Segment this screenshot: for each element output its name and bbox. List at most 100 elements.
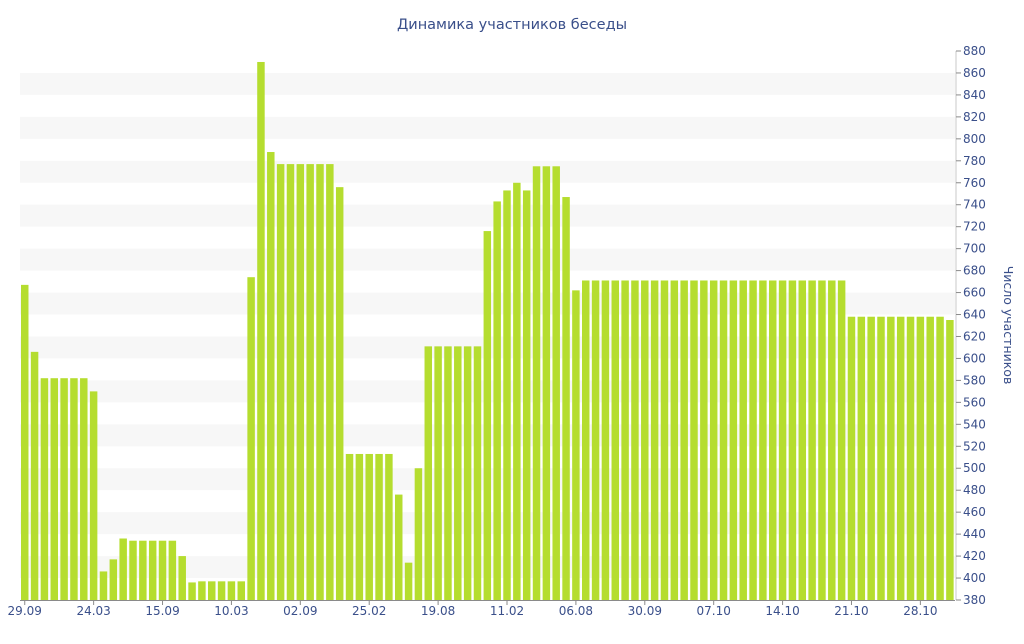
bar[interactable] (483, 231, 492, 600)
bar[interactable] (611, 280, 620, 600)
bar[interactable] (650, 280, 659, 600)
bar[interactable] (788, 280, 797, 600)
bar[interactable] (562, 197, 570, 600)
bar[interactable] (404, 562, 413, 600)
bar[interactable] (257, 61, 265, 601)
bar[interactable] (50, 378, 59, 600)
bar[interactable] (70, 378, 78, 600)
bar[interactable] (217, 581, 226, 600)
bar[interactable] (30, 351, 39, 600)
bar[interactable] (631, 280, 639, 600)
bar[interactable] (80, 378, 88, 600)
y-tick-label: 600 (963, 351, 986, 365)
x-tick-label: 11.02 (490, 604, 524, 618)
bar[interactable] (316, 164, 324, 600)
bar[interactable] (424, 346, 433, 600)
bar[interactable] (778, 280, 787, 600)
bar[interactable] (896, 316, 905, 600)
bar[interactable] (739, 280, 747, 600)
bar[interactable] (503, 190, 511, 600)
bar[interactable] (916, 316, 925, 600)
bar[interactable] (857, 316, 866, 600)
bar[interactable] (670, 280, 679, 600)
bar[interactable] (906, 316, 915, 600)
bar[interactable] (267, 152, 275, 600)
bar[interactable] (759, 280, 767, 600)
bar[interactable] (21, 284, 29, 600)
bar[interactable] (719, 280, 728, 600)
bar[interactable] (493, 201, 501, 600)
bar[interactable] (40, 378, 49, 600)
bar[interactable] (158, 540, 167, 600)
bar[interactable] (828, 280, 836, 600)
bar[interactable] (818, 280, 826, 600)
bar[interactable] (808, 280, 816, 600)
bar[interactable] (454, 346, 462, 600)
bar[interactable] (709, 280, 718, 600)
bar[interactable] (926, 316, 934, 600)
bar[interactable] (749, 280, 757, 600)
bar[interactable] (591, 280, 600, 600)
bar[interactable] (276, 164, 285, 600)
bar[interactable] (867, 316, 875, 600)
bar[interactable] (198, 581, 206, 600)
bar[interactable] (700, 280, 708, 600)
bar[interactable] (660, 280, 669, 600)
bar[interactable] (355, 453, 364, 600)
bar[interactable] (798, 280, 807, 600)
bar[interactable] (227, 581, 236, 600)
bar[interactable] (444, 346, 452, 600)
bar[interactable] (946, 320, 954, 600)
bar[interactable] (178, 556, 186, 600)
bar[interactable] (109, 559, 118, 600)
bar[interactable] (385, 453, 393, 600)
bar[interactable] (188, 582, 196, 600)
bar[interactable] (306, 164, 314, 600)
bar[interactable] (936, 316, 944, 600)
bar[interactable] (247, 277, 255, 600)
bar[interactable] (335, 187, 344, 600)
bar[interactable] (729, 280, 738, 600)
bar[interactable] (296, 164, 305, 600)
bar[interactable] (680, 280, 688, 600)
bar[interactable] (769, 280, 777, 600)
bar[interactable] (89, 391, 98, 600)
bar[interactable] (847, 316, 856, 600)
bar[interactable] (641, 280, 649, 600)
bar[interactable] (572, 290, 580, 600)
bar[interactable] (473, 346, 482, 600)
bar[interactable] (286, 164, 295, 600)
bar[interactable] (837, 280, 846, 600)
y-tick-label: 880 (963, 44, 986, 58)
bar[interactable] (237, 581, 246, 600)
bar[interactable] (522, 190, 531, 600)
bar[interactable] (129, 540, 137, 600)
bar[interactable] (139, 540, 147, 600)
bar[interactable] (463, 346, 472, 600)
bar[interactable] (532, 166, 541, 601)
bar[interactable] (60, 378, 68, 600)
bar[interactable] (395, 494, 403, 600)
bar[interactable] (513, 182, 521, 600)
bar[interactable] (326, 164, 334, 600)
bar[interactable] (582, 280, 590, 600)
bar[interactable] (99, 571, 108, 600)
bar[interactable] (208, 581, 216, 600)
bar[interactable] (375, 453, 383, 600)
bar[interactable] (601, 280, 610, 600)
y-tick-label: 760 (963, 176, 986, 190)
bar[interactable] (414, 468, 423, 600)
bar[interactable] (552, 166, 560, 601)
bar[interactable] (168, 540, 177, 600)
bar[interactable] (119, 538, 127, 600)
bar[interactable] (345, 453, 354, 600)
bar[interactable] (365, 453, 373, 600)
bar[interactable] (148, 540, 157, 600)
bar[interactable] (434, 346, 442, 600)
bar[interactable] (690, 280, 698, 600)
bar[interactable] (621, 280, 629, 600)
bar[interactable] (887, 316, 895, 600)
bar[interactable] (542, 166, 551, 601)
bar[interactable] (877, 316, 885, 600)
